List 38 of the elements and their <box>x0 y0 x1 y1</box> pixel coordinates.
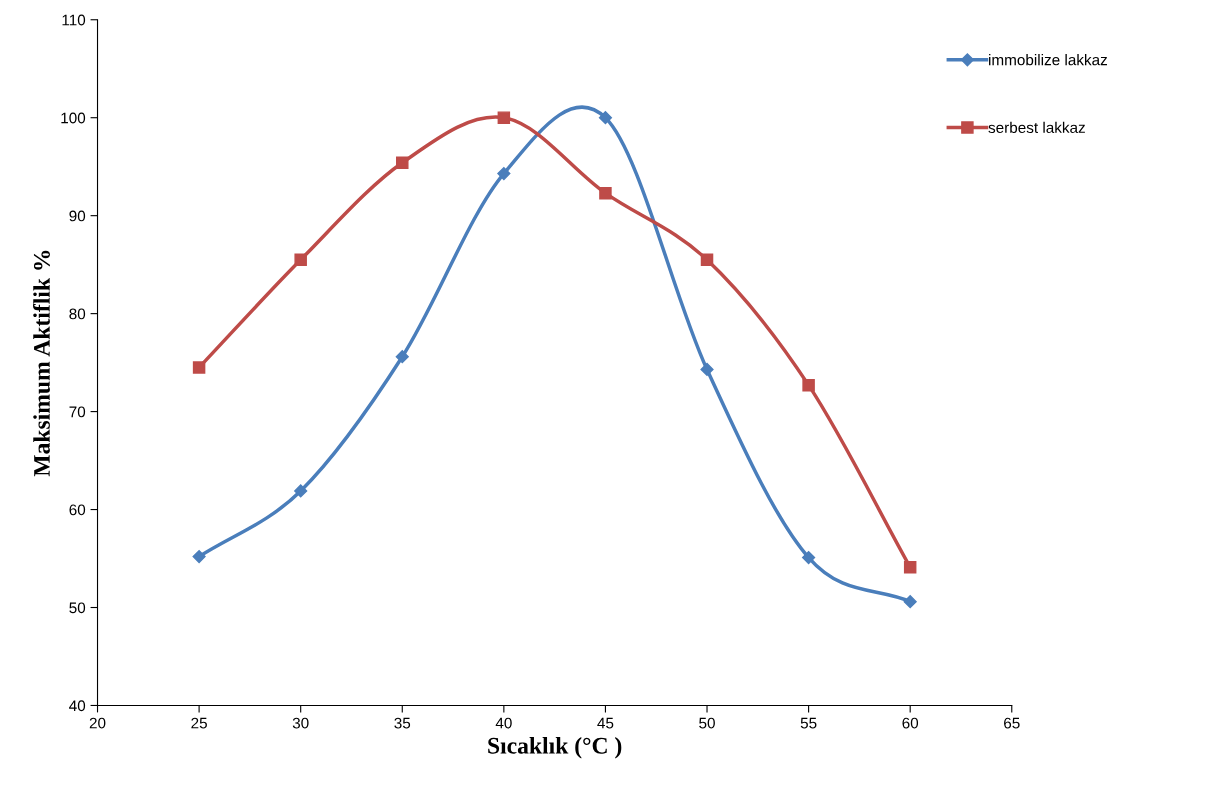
x-tick-label: 45 <box>597 717 614 729</box>
legend-label: serbest lakkaz <box>988 121 1085 134</box>
x-axis-title: Sıcaklık (°C ) <box>488 737 622 759</box>
point <box>802 378 815 392</box>
x-tick-label: 65 <box>1004 717 1020 729</box>
point <box>700 362 714 377</box>
point <box>497 166 511 181</box>
y-tick-label: 100 <box>61 112 86 124</box>
x-tick-label: 60 <box>902 717 919 729</box>
point <box>395 350 409 364</box>
y-tick-label: 110 <box>62 14 86 26</box>
point <box>192 549 206 564</box>
point <box>700 253 714 267</box>
point <box>903 561 917 574</box>
y-tick-label: 60 <box>69 504 86 516</box>
point <box>294 484 308 498</box>
y-tick-label: 90 <box>69 210 86 222</box>
x-tick-label: 40 <box>495 717 512 729</box>
point <box>497 111 511 124</box>
point <box>598 111 613 125</box>
point <box>903 595 917 609</box>
point <box>802 550 816 565</box>
y-tick-label: 40 <box>69 700 86 712</box>
y-tick-label: 50 <box>69 602 86 614</box>
y-tick-label: 80 <box>69 308 86 320</box>
x-tick-label: 35 <box>394 717 411 729</box>
x-tick-label: 30 <box>292 717 309 729</box>
x-tick-label: 25 <box>191 717 207 729</box>
legend-label: immobilize lakkaz <box>989 54 1107 66</box>
y-axis-title: Maksimum Aktiflik % <box>33 250 50 477</box>
x-tick-label: 50 <box>699 717 715 729</box>
point <box>599 186 612 200</box>
x-tick-label: 55 <box>800 717 817 729</box>
y-tick-label: 70 <box>69 406 86 418</box>
point <box>396 156 409 170</box>
point <box>192 361 206 374</box>
point <box>294 253 307 267</box>
x-tick-label: 20 <box>89 717 106 729</box>
